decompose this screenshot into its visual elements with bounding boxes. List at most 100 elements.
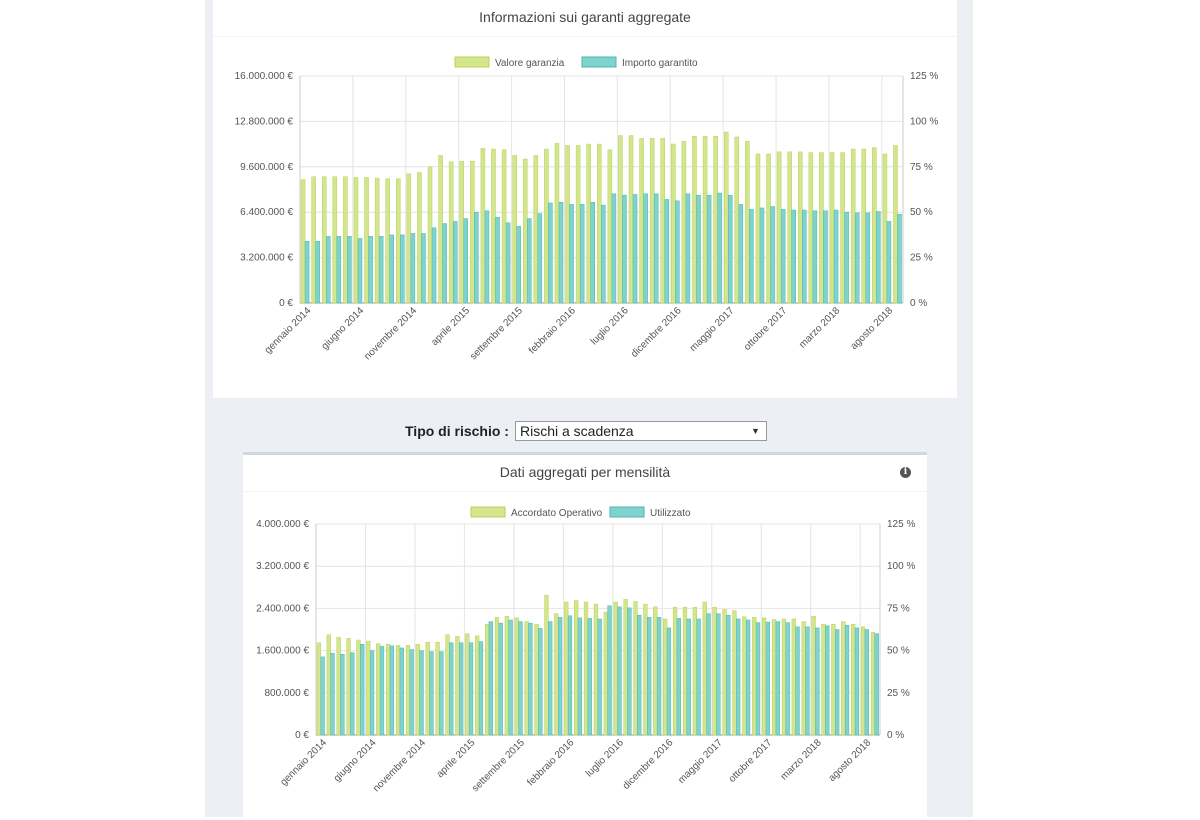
bar-series2 [350, 652, 355, 736]
bar-series2 [745, 619, 751, 736]
risk-type-filter: Tipo di rischio : Rischi a scadenza ▼ [405, 420, 767, 442]
x-tick-label: giugno 2014 [332, 737, 379, 784]
bar-series2 [844, 625, 850, 736]
bar-series2 [478, 641, 484, 736]
bar-series2 [876, 211, 881, 304]
bar-series1 [603, 611, 608, 736]
bar-series1 [672, 607, 678, 736]
bar-series2 [567, 615, 573, 736]
bar-series1 [455, 636, 460, 736]
bar-series2 [579, 204, 585, 304]
bar-series2 [716, 613, 721, 736]
y-right-tick-label: 0 % [910, 298, 927, 309]
y-left-tick-label: 3.200.000 € [256, 561, 309, 572]
bar-series2 [897, 214, 902, 304]
bar-series1 [633, 601, 638, 736]
bar-series2 [785, 622, 790, 736]
bar-series1 [860, 626, 866, 736]
risk-type-select[interactable]: Rischi a scadenza ▼ [514, 421, 767, 441]
bar-series2 [835, 629, 840, 736]
x-tick-label: aprile 2015 [435, 737, 478, 780]
legend-label[interactable]: Accordato Operativo [511, 508, 603, 519]
bar-series1 [504, 616, 509, 736]
bar-series1 [554, 613, 559, 736]
info-icon[interactable]: i [900, 467, 911, 478]
bar-series2 [459, 642, 464, 736]
y-left-tick-label: 0 € [279, 298, 293, 309]
bar-series2 [498, 622, 503, 736]
bar-series2 [336, 236, 342, 304]
bar-series1 [791, 618, 796, 736]
bar-series2 [647, 617, 652, 736]
y-right-tick-label: 25 % [887, 688, 910, 699]
bar-series1 [356, 639, 361, 736]
bar-series2 [770, 206, 775, 304]
y-left-tick-label: 1.600.000 € [256, 646, 309, 657]
bar-series1 [445, 634, 450, 736]
bar-series2 [854, 627, 860, 736]
bar-series2 [738, 204, 744, 304]
chart2-title: Dati aggregati per mensilità [499, 464, 671, 480]
legend-label[interactable]: Importo garantito [622, 58, 698, 69]
bar-series1 [583, 601, 589, 736]
bar-series1 [465, 633, 470, 736]
x-tick-label: agosto 2018 [827, 737, 874, 784]
bar-series1 [524, 621, 529, 736]
bar-series2 [409, 649, 414, 736]
bar-series1 [732, 610, 737, 736]
bar-series2 [727, 194, 733, 304]
bar-series2 [569, 204, 574, 304]
bar-series2 [675, 200, 680, 304]
bar-series1 [336, 637, 341, 736]
bar-series2 [706, 613, 711, 736]
bar-series2 [865, 212, 871, 304]
bar-series2 [577, 617, 583, 736]
bar-series2 [664, 199, 670, 304]
bar-series1 [405, 645, 411, 736]
bar-series2 [823, 210, 828, 304]
bar-series1 [395, 645, 401, 736]
card-divider [243, 491, 927, 492]
bar-series2 [686, 618, 691, 736]
bar-series2 [484, 210, 490, 304]
y-left-tick-label: 3.200.000 € [240, 253, 293, 264]
legend-swatch [609, 506, 645, 518]
bar-series2 [330, 652, 335, 736]
bar-series1 [663, 618, 668, 736]
legend-label[interactable]: Utilizzato [650, 508, 691, 519]
bar-series1 [702, 601, 707, 736]
bar-series2 [833, 209, 839, 304]
bar-series1 [811, 616, 816, 736]
bar-series2 [357, 238, 363, 304]
bar-series2 [844, 211, 849, 304]
bar-series2 [468, 642, 474, 736]
bar-series2 [340, 654, 345, 736]
bar-series2 [518, 621, 523, 736]
bar-series1 [722, 609, 727, 736]
bar-series1 [425, 641, 430, 736]
y-left-tick-label: 4.000.000 € [256, 519, 309, 530]
y-right-tick-label: 75 % [887, 603, 910, 614]
bar-series2 [516, 226, 521, 304]
bar-series2 [368, 236, 373, 304]
legend-label[interactable]: Valore garanzia [495, 58, 565, 69]
bar-series1 [564, 601, 569, 736]
bar-series2 [442, 223, 447, 304]
bar-series2 [474, 211, 479, 304]
bar-series2 [706, 194, 712, 304]
bar-series1 [653, 606, 658, 736]
bar-series2 [805, 626, 810, 736]
y-left-tick-label: 0 € [295, 730, 309, 741]
bar-series1 [311, 176, 316, 304]
x-tick-label: marzo 2018 [779, 737, 824, 782]
bar-series1 [386, 644, 391, 736]
bar-series1 [484, 623, 490, 736]
bar-series2 [590, 202, 595, 304]
bar-series2 [325, 236, 331, 304]
bar-series1 [494, 617, 500, 736]
bar-series2 [315, 241, 320, 304]
risk-type-label: Tipo di rischio : [405, 423, 509, 439]
y-right-tick-label: 0 % [887, 730, 904, 741]
legend-swatch [470, 506, 506, 518]
